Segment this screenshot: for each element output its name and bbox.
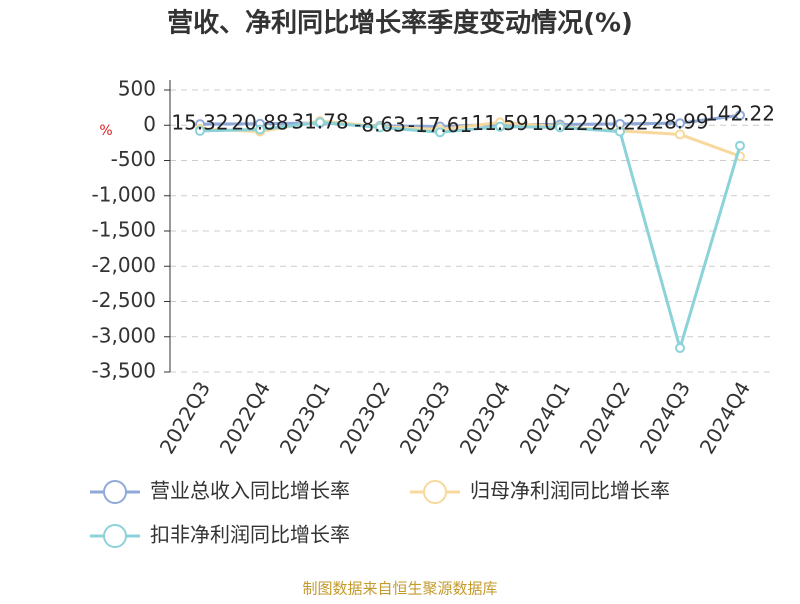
y-tick-label: 500 [118, 77, 156, 101]
legend-label: 扣非净利润同比增长率 [150, 523, 350, 547]
data-label: 10.22 [531, 111, 588, 135]
point [315, 117, 325, 128]
x-tick-label: 2023Q4 [455, 377, 515, 458]
data-label: 20.88 [231, 110, 288, 134]
legend-label: 营业总收入同比增长率 [150, 479, 350, 503]
x-tick-label: 2024Q4 [695, 377, 755, 458]
legend-marker [103, 480, 127, 504]
x-tick-label: 2023Q3 [395, 377, 455, 458]
x-tick-label: 2024Q1 [515, 377, 575, 458]
point [615, 126, 625, 137]
data-label: 28.99 [651, 110, 708, 134]
x-tick-label: 2022Q4 [215, 377, 275, 458]
y-tick-label: -2,000 [92, 253, 156, 277]
point [735, 140, 745, 151]
data-label: -17.61 [408, 113, 472, 137]
x-tick-label: 2023Q2 [335, 377, 395, 458]
point [435, 127, 445, 138]
x-tick-label: 2024Q3 [635, 377, 695, 458]
data-label: 142.22 [705, 102, 775, 126]
point [675, 118, 685, 129]
data-label: 31.78 [291, 110, 348, 134]
point [555, 122, 565, 133]
y-tick-label: -3,500 [92, 359, 156, 383]
x-tick-label: 2022Q3 [155, 377, 215, 458]
y-tick-label: -500 [111, 147, 156, 171]
source-note: 制图数据来自恒生聚源数据库 [302, 580, 497, 598]
point [675, 129, 685, 140]
y-tick-label: -1,500 [92, 218, 156, 242]
point [495, 121, 505, 132]
legend-label: 归母净利润同比增长率 [470, 479, 670, 503]
data-label: -8.63 [354, 112, 406, 136]
y-tick-label: -3,000 [92, 323, 156, 347]
point [195, 125, 205, 136]
y-unit: % [99, 123, 112, 139]
data-label: 11.59 [471, 111, 528, 135]
point [255, 124, 265, 135]
chart-title: 营收、净利同比增长率季度变动情况(%) [167, 8, 633, 39]
y-tick-label: -2,500 [92, 288, 156, 312]
data-label: 20.22 [591, 110, 648, 134]
y-tick-label: -1,000 [92, 182, 156, 206]
data-label: 15.32 [171, 111, 228, 135]
series-line [199, 120, 742, 354]
y-tick-label: 0 [143, 112, 156, 136]
point [735, 110, 745, 121]
x-tick-label: 2024Q2 [575, 377, 635, 458]
legend-marker [103, 524, 127, 548]
legend-marker [423, 480, 447, 504]
point [675, 343, 685, 354]
point [375, 122, 385, 133]
x-tick-label: 2023Q1 [275, 377, 335, 458]
